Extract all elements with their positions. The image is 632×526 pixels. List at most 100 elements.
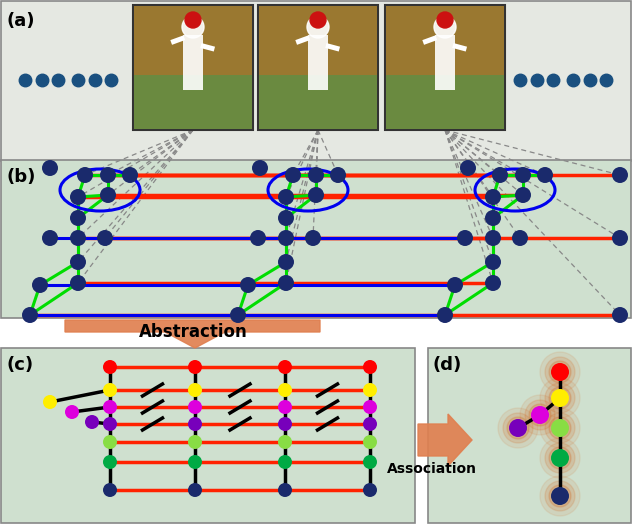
Circle shape [188, 455, 202, 469]
Text: Abstraction: Abstraction [138, 323, 247, 341]
Bar [428, 348, 631, 523]
Circle shape [188, 383, 202, 397]
Circle shape [545, 413, 575, 443]
Circle shape [460, 160, 476, 176]
Circle shape [540, 438, 580, 478]
Circle shape [305, 230, 321, 246]
Circle shape [77, 167, 93, 183]
Text: (b): (b) [6, 168, 35, 186]
Bar [435, 35, 455, 90]
Circle shape [278, 435, 292, 449]
Circle shape [70, 230, 86, 246]
Circle shape [363, 455, 377, 469]
Bar [183, 35, 203, 90]
Circle shape [278, 400, 292, 414]
Circle shape [612, 307, 628, 323]
Circle shape [70, 210, 86, 226]
Bar [133, 5, 253, 130]
Bar [134, 75, 252, 129]
Bar [1, 1, 631, 161]
Circle shape [103, 383, 117, 397]
Circle shape [22, 307, 38, 323]
Circle shape [42, 160, 58, 176]
Circle shape [531, 406, 549, 424]
Circle shape [230, 307, 246, 323]
Circle shape [42, 230, 58, 246]
Circle shape [188, 483, 202, 497]
Circle shape [308, 187, 324, 203]
Circle shape [310, 12, 326, 28]
Text: (c): (c) [6, 356, 33, 374]
Bar [325, 43, 340, 52]
Circle shape [103, 360, 117, 374]
Circle shape [307, 16, 329, 38]
Bar [170, 35, 185, 45]
Circle shape [545, 383, 575, 413]
Circle shape [485, 275, 501, 291]
Circle shape [507, 417, 529, 439]
Bar [200, 43, 215, 52]
Bar [453, 43, 467, 52]
Circle shape [509, 419, 527, 437]
Circle shape [447, 277, 463, 293]
Circle shape [549, 417, 571, 439]
Circle shape [363, 435, 377, 449]
Circle shape [240, 277, 256, 293]
Circle shape [182, 16, 204, 38]
Circle shape [363, 360, 377, 374]
Circle shape [457, 230, 473, 246]
Circle shape [103, 400, 117, 414]
Circle shape [503, 413, 533, 443]
Circle shape [363, 400, 377, 414]
Bar [308, 35, 328, 90]
Circle shape [278, 360, 292, 374]
Circle shape [278, 275, 294, 291]
Circle shape [103, 455, 117, 469]
Circle shape [434, 16, 456, 38]
Circle shape [278, 383, 292, 397]
Circle shape [612, 167, 628, 183]
Circle shape [437, 307, 453, 323]
Circle shape [278, 230, 294, 246]
Circle shape [188, 435, 202, 449]
Text: (a): (a) [6, 12, 35, 30]
Text: (d): (d) [432, 356, 461, 374]
Circle shape [100, 167, 116, 183]
Circle shape [551, 449, 569, 467]
Circle shape [278, 417, 292, 431]
Bar [1, 348, 415, 523]
Circle shape [103, 417, 117, 431]
Circle shape [278, 254, 294, 270]
Circle shape [252, 160, 268, 176]
Circle shape [549, 447, 571, 469]
Text: Association: Association [387, 462, 477, 476]
Circle shape [545, 357, 575, 387]
Circle shape [540, 378, 580, 418]
Circle shape [540, 408, 580, 448]
Circle shape [65, 405, 79, 419]
Circle shape [285, 167, 301, 183]
Circle shape [250, 230, 266, 246]
Circle shape [363, 417, 377, 431]
Bar [258, 5, 378, 130]
Bar [259, 75, 377, 129]
Circle shape [43, 395, 57, 409]
Bar [422, 35, 437, 45]
Circle shape [551, 363, 569, 381]
Circle shape [122, 167, 138, 183]
Circle shape [330, 167, 346, 183]
Circle shape [100, 187, 116, 203]
Circle shape [485, 254, 501, 270]
Bar [385, 5, 505, 130]
Circle shape [32, 277, 48, 293]
Circle shape [549, 485, 571, 507]
Circle shape [529, 404, 551, 426]
Circle shape [70, 275, 86, 291]
Bar [134, 6, 252, 78]
Circle shape [103, 435, 117, 449]
Bar [1, 160, 631, 318]
Circle shape [540, 476, 580, 516]
Circle shape [485, 230, 501, 246]
Circle shape [278, 455, 292, 469]
Circle shape [520, 395, 560, 435]
